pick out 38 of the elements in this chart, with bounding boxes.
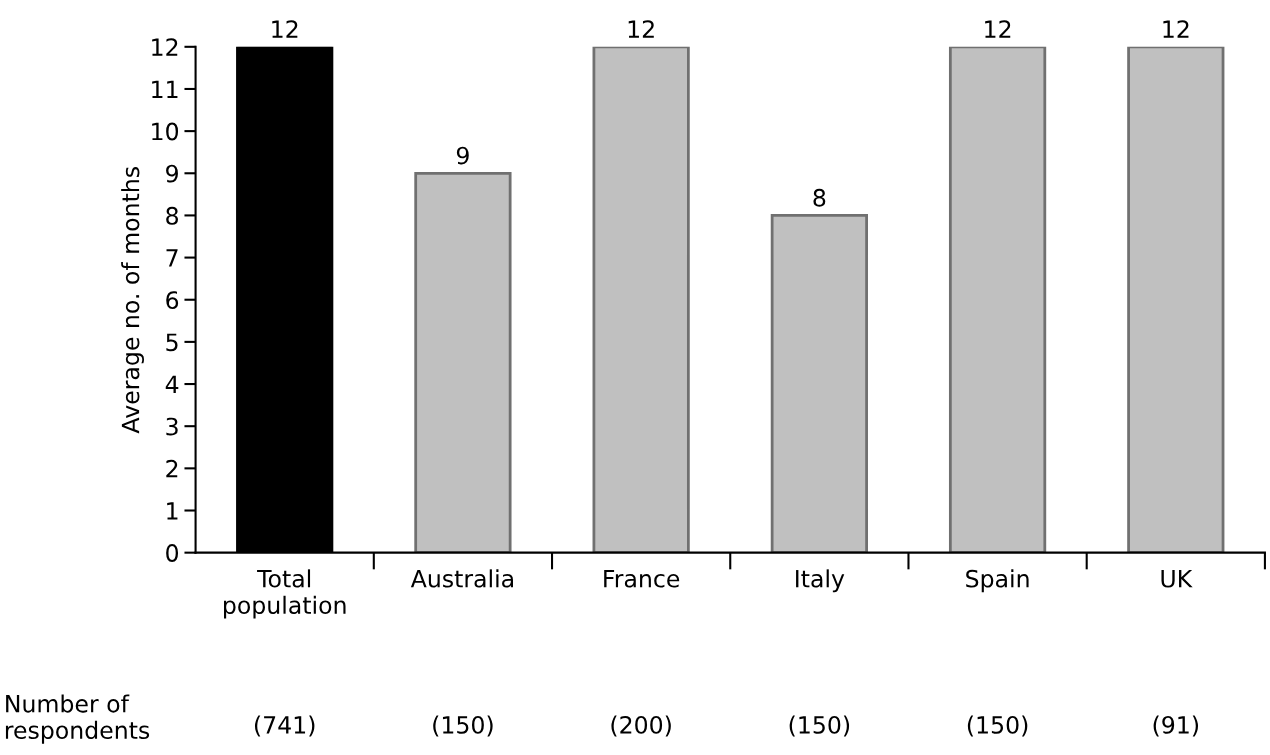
- y-tick-label: 5: [166, 333, 178, 352]
- y-tick-label: 1: [167, 502, 178, 520]
- data-label: 9: [456, 146, 469, 165]
- y-tick-label: 2: [166, 459, 178, 478]
- x-tick-label: Italy: [796, 569, 845, 593]
- bar: [948, 46, 1047, 553]
- text: (91): [1153, 715, 1199, 737]
- y-tick-label: 3: [166, 417, 178, 436]
- x-tick-label: Spain: [966, 569, 1029, 593]
- y-tick-label: 6: [166, 291, 179, 310]
- data-label: 12: [628, 20, 654, 38]
- bar: [1127, 46, 1225, 553]
- y-tick-label: 9: [166, 164, 178, 183]
- data-label: 12: [272, 20, 298, 38]
- y-tick-label: 12: [152, 38, 178, 56]
- y-tick-label: 10: [152, 122, 179, 141]
- data-label: 12: [1163, 20, 1189, 38]
- x-tick-label: UK: [1161, 570, 1193, 588]
- text: (741): [254, 715, 315, 737]
- data-label: 8: [813, 188, 826, 207]
- text: Number of respondents: [5, 694, 150, 744]
- y-tick-label: 4: [165, 375, 179, 394]
- bar: [770, 214, 868, 553]
- y-tick-label: 11: [152, 80, 178, 98]
- y-axis-title: Average no. of months: [121, 167, 145, 434]
- x-tick-label: France: [604, 570, 680, 588]
- y-tick-label: 0: [166, 544, 179, 562]
- y-tick-label: 7: [166, 249, 178, 267]
- text: (150): [433, 715, 493, 737]
- bar: [414, 171, 512, 553]
- x-tick-label: Australia: [410, 569, 513, 588]
- text: (200): [611, 715, 671, 737]
- data-label: 12: [985, 20, 1011, 38]
- x-tick-label: Total population: [224, 569, 346, 619]
- text: (150): [789, 715, 850, 737]
- y-tick-label: 8: [166, 206, 178, 225]
- bar: [592, 46, 690, 553]
- text: (150): [967, 715, 1028, 737]
